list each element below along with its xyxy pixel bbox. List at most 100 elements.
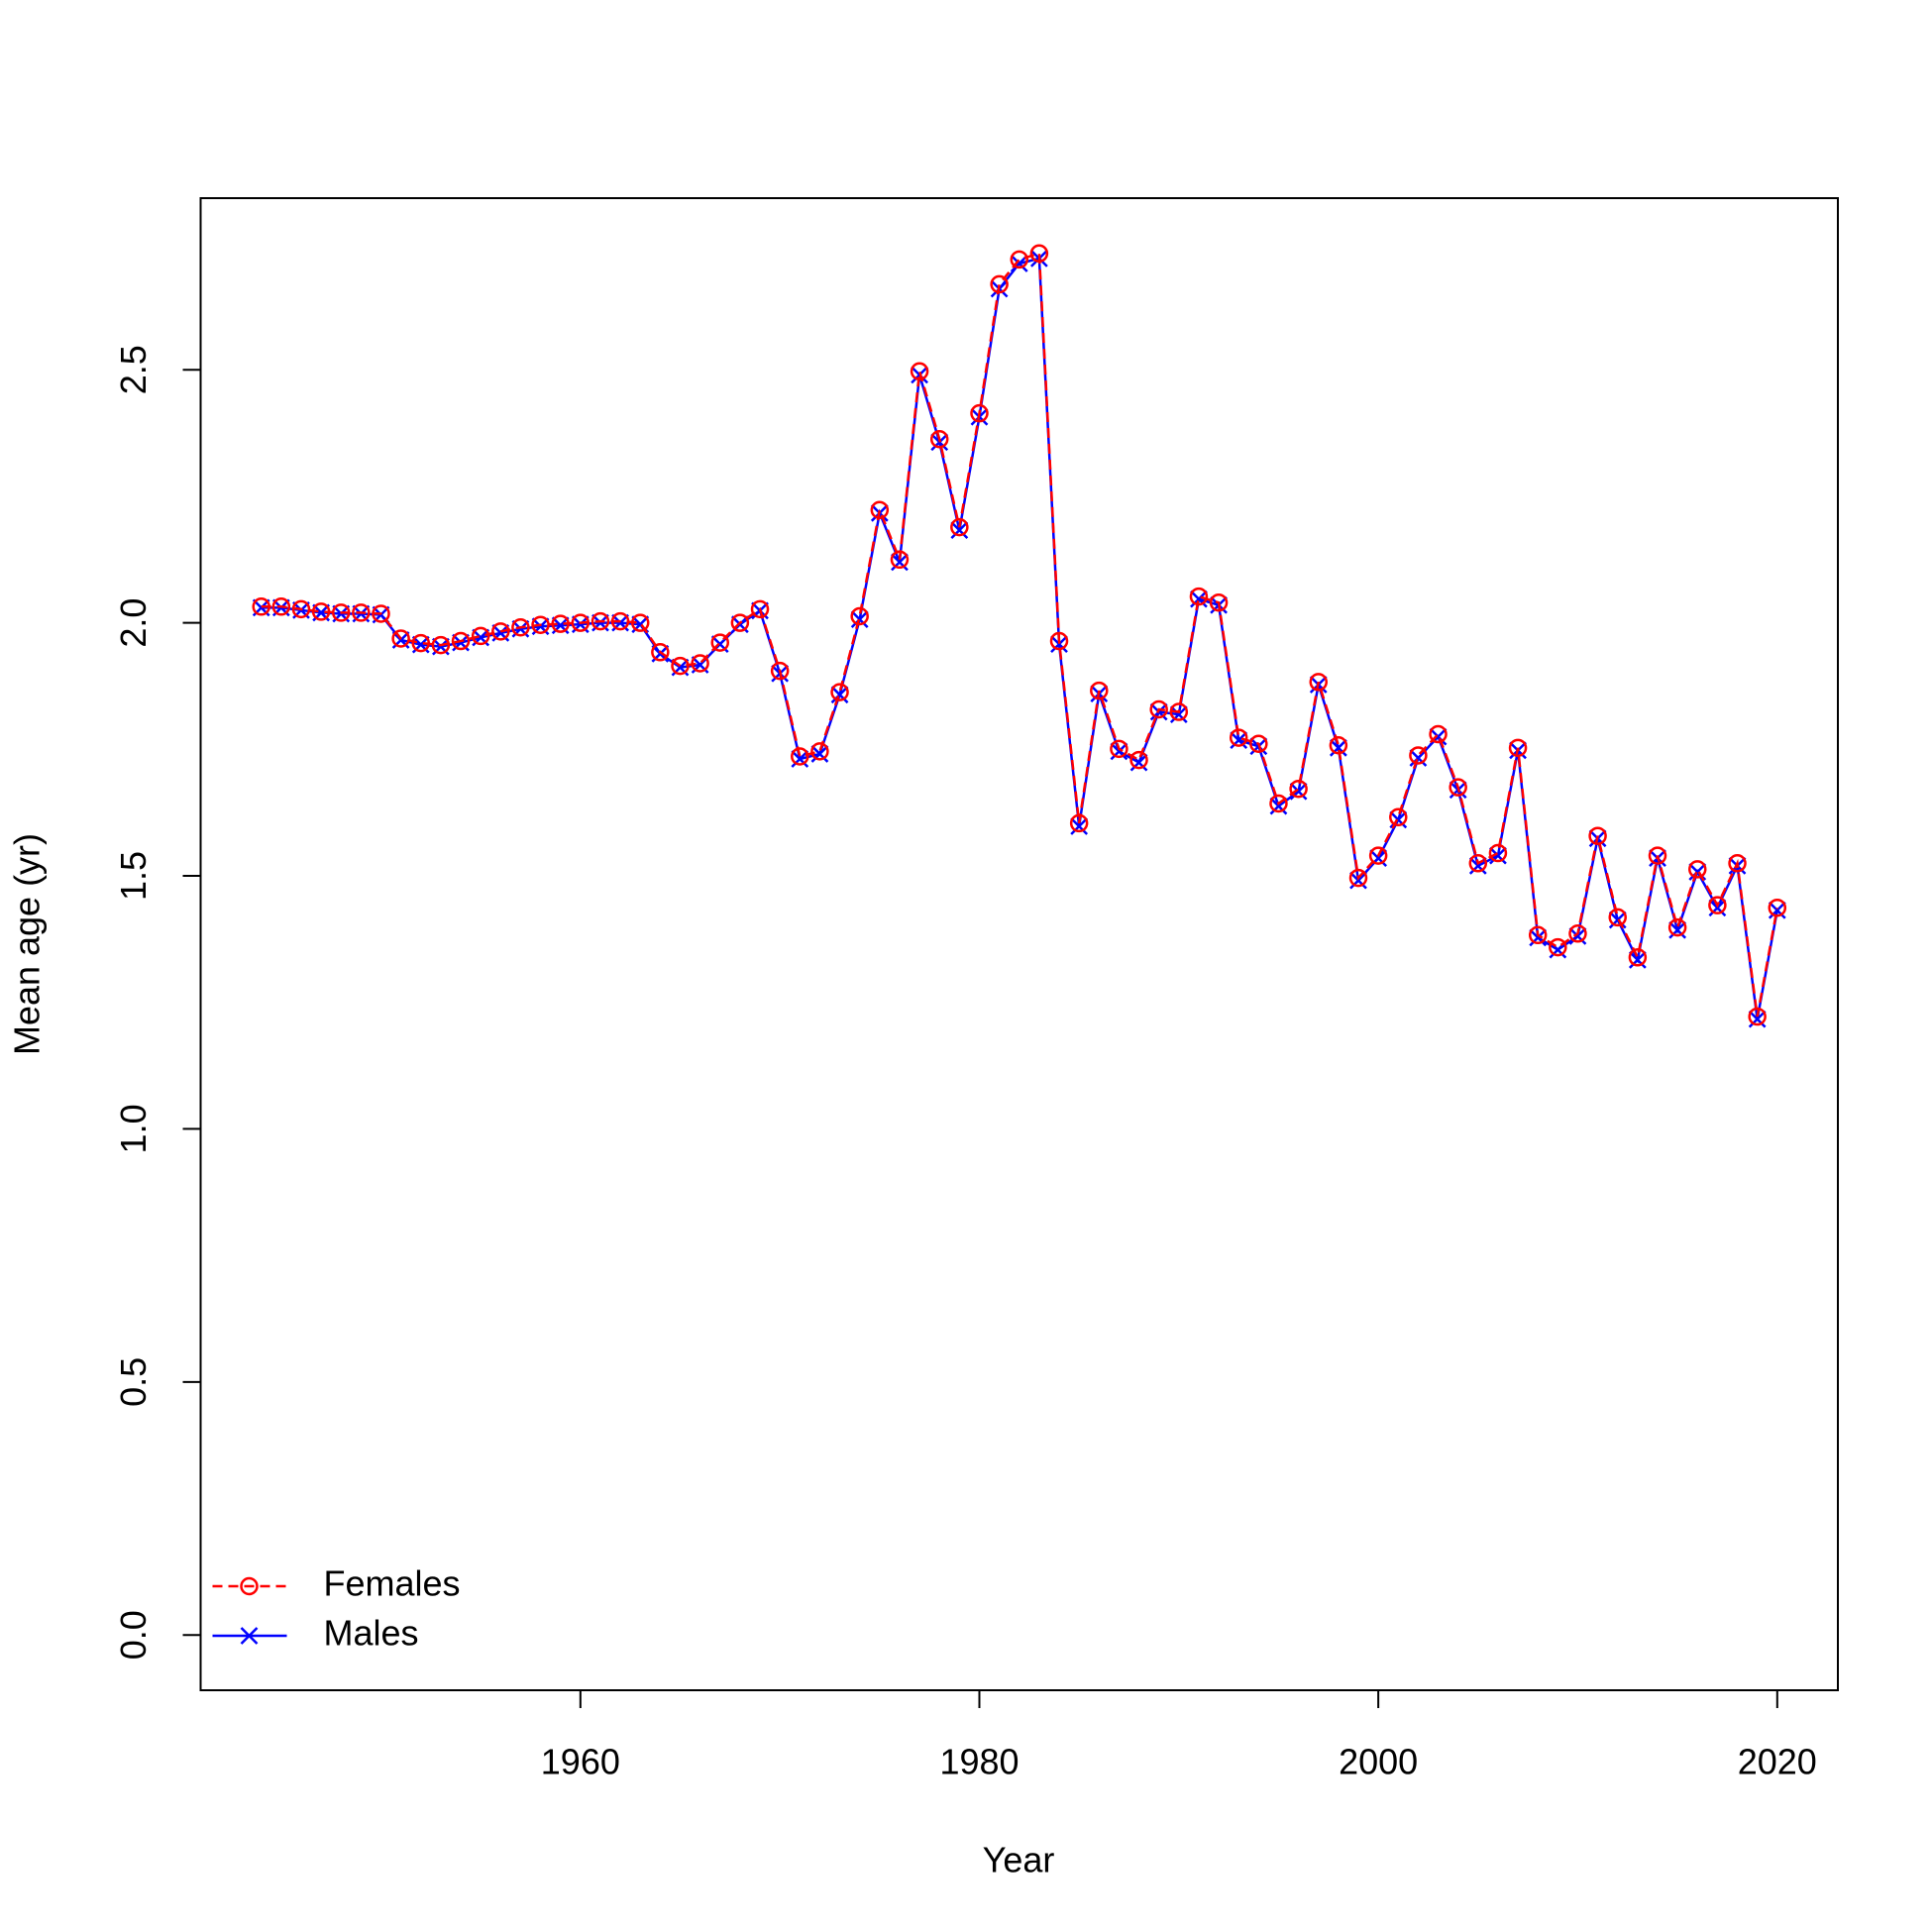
point: [891, 553, 909, 572]
point: [1169, 702, 1189, 721]
point: [710, 633, 730, 652]
point: [1688, 860, 1707, 879]
point: [1229, 728, 1248, 747]
point: [1249, 734, 1268, 753]
x-tick-label: 1980: [939, 1742, 1019, 1782]
point: [910, 362, 929, 381]
point: [1768, 898, 1787, 917]
point: [950, 517, 969, 537]
point: [1628, 950, 1647, 969]
point: [1508, 738, 1528, 758]
plot-box: [199, 197, 1839, 1691]
point: [1070, 817, 1089, 835]
point: [1489, 846, 1507, 865]
point: [352, 603, 371, 622]
legend-marker: [240, 1627, 259, 1645]
point: [1368, 846, 1388, 865]
point: [571, 613, 590, 632]
y-tick-label: 2.0: [113, 598, 154, 648]
legend-marker: [240, 1576, 259, 1596]
point: [750, 599, 770, 619]
y-tick-label: 1.5: [113, 851, 154, 901]
point: [1329, 736, 1348, 755]
point: [791, 747, 809, 766]
point: [1389, 807, 1408, 827]
point: [451, 631, 471, 651]
y-axis-label: Mean age (yr): [7, 833, 48, 1055]
point: [950, 521, 969, 540]
point: [551, 614, 570, 633]
point: [1529, 928, 1548, 947]
point: [1528, 925, 1548, 945]
point: [1189, 587, 1209, 606]
point: [1169, 705, 1188, 723]
point: [1748, 1010, 1767, 1028]
point: [850, 610, 869, 628]
point: [311, 602, 331, 621]
series: [252, 244, 1787, 1026]
point: [1110, 739, 1128, 759]
point: [1309, 673, 1328, 692]
point: [1568, 924, 1587, 943]
point: [271, 597, 291, 616]
point: [1409, 749, 1428, 767]
point: [431, 635, 451, 655]
point: [1748, 1007, 1767, 1026]
point: [870, 500, 890, 519]
point: [610, 611, 630, 631]
legend-label: Females: [324, 1563, 461, 1604]
point: [1269, 794, 1288, 813]
point: [1149, 699, 1168, 719]
point: [1050, 635, 1068, 653]
point: [1230, 731, 1248, 750]
point: [1209, 592, 1229, 612]
point: [1648, 846, 1667, 865]
point: [391, 629, 410, 648]
point: [810, 745, 829, 763]
point: [411, 633, 431, 653]
point: [1568, 926, 1587, 945]
point: [730, 613, 750, 632]
legend-label: Males: [324, 1613, 419, 1654]
point: [291, 599, 311, 619]
point: [1049, 631, 1069, 651]
point: [471, 626, 490, 646]
point: [1429, 727, 1448, 746]
point: [1728, 854, 1747, 873]
point: [630, 613, 650, 632]
point: [929, 429, 949, 449]
point: [691, 654, 709, 673]
point: [1588, 826, 1607, 845]
point: [1190, 590, 1208, 608]
y-tick-label: 2.5: [113, 345, 154, 394]
point: [810, 742, 829, 761]
point: [1667, 917, 1687, 937]
point: [1349, 871, 1367, 890]
point: [511, 617, 530, 637]
point: [331, 603, 351, 622]
point: [1069, 813, 1089, 833]
point: [1628, 948, 1648, 967]
point: [830, 683, 849, 701]
x-tick-label: 1960: [541, 1742, 620, 1782]
series-line: [261, 252, 1779, 1018]
point: [1129, 750, 1148, 770]
point: [1029, 244, 1049, 264]
point: [590, 611, 610, 631]
point: [1668, 920, 1687, 939]
point: [990, 274, 1009, 294]
y-tick-label: 0.5: [113, 1357, 154, 1407]
point: [1289, 779, 1308, 799]
x-tick-label: 2000: [1339, 1742, 1418, 1782]
point: [1429, 724, 1448, 744]
point: [1549, 937, 1567, 957]
point: [1608, 908, 1627, 927]
point: [1289, 782, 1308, 801]
series: [252, 250, 1786, 1028]
point: [491, 622, 510, 641]
point: [372, 604, 390, 623]
point: [1369, 849, 1388, 868]
point: [791, 750, 809, 768]
point: [1110, 742, 1128, 761]
